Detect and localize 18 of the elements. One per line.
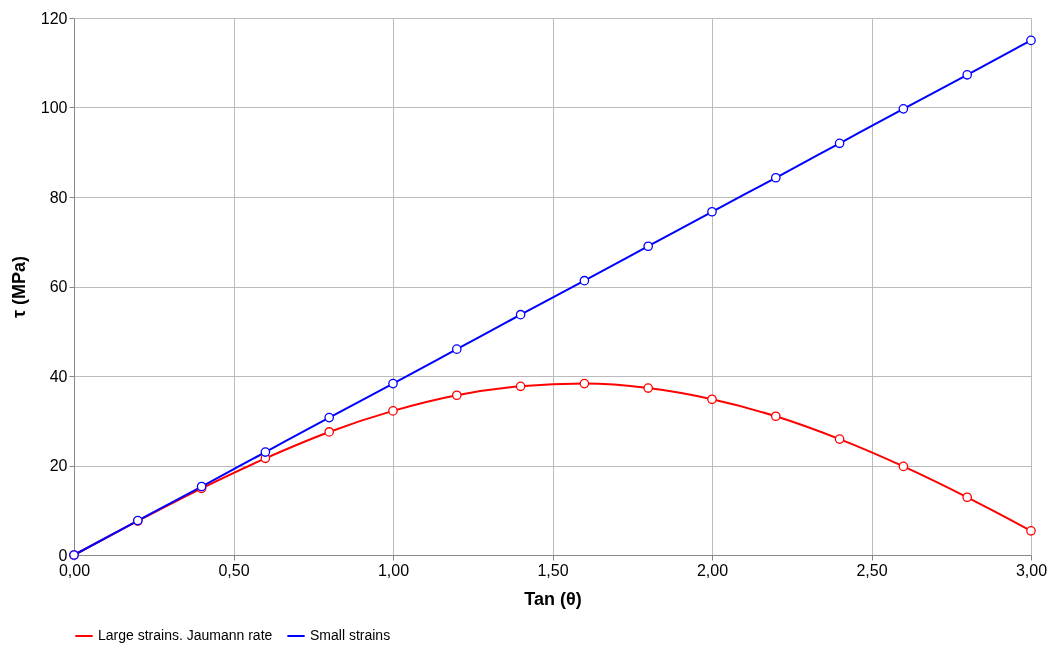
x-tick-label: 0,50: [218, 561, 250, 579]
x-tick-label: 1,50: [537, 561, 569, 579]
y-tick-label: 20: [49, 457, 68, 474]
x-tick-label: 3,00: [1015, 561, 1048, 579]
legend-label: Small strains: [310, 627, 391, 643]
y-tick-label: 120: [40, 9, 68, 27]
y-tick-label: 60: [49, 278, 68, 295]
x-tick-label: 2,50: [856, 561, 888, 579]
y-axis-title: τ (MPa): [8, 255, 29, 319]
y-tick-label: 100: [40, 99, 68, 116]
y-tick-label: 0: [58, 546, 68, 564]
x-tick-label: 1,00: [377, 561, 410, 579]
x-tick-label: 2,00: [696, 561, 729, 579]
x-tick-label: 0,00: [58, 561, 91, 579]
y-tick-label: 40: [49, 367, 68, 385]
x-axis-title: Tan (θ): [524, 588, 582, 609]
y-tick-label: 80: [49, 188, 68, 206]
legend-label: Large strains. Jaumann rate: [98, 627, 273, 643]
